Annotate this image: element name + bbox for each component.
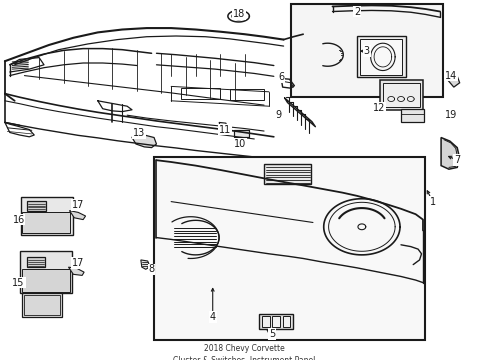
Bar [360, 39, 402, 75]
Text: 12: 12 [372, 103, 385, 113]
Text: 19: 19 [444, 110, 457, 120]
Text: 1: 1 [429, 197, 435, 207]
Text: 6: 6 [278, 72, 284, 82]
Bar [383, 83, 419, 107]
Text: 2: 2 [353, 6, 359, 17]
Bar [22, 212, 70, 233]
Text: 17: 17 [72, 200, 84, 210]
Text: 2018 Chevy Corvette
Cluster & Switches, Instrument Panel: 2018 Chevy Corvette Cluster & Switches, … [173, 344, 315, 360]
Bar [24, 295, 60, 315]
Text: 9: 9 [275, 110, 281, 120]
Text: 5: 5 [269, 329, 275, 339]
Bar [356, 36, 405, 77]
Polygon shape [69, 211, 85, 220]
Bar [272, 316, 280, 327]
Text: 14: 14 [444, 71, 457, 81]
Polygon shape [219, 122, 227, 129]
Text: 18: 18 [232, 9, 244, 19]
Text: 11: 11 [218, 125, 231, 135]
Bar [20, 251, 72, 293]
Text: 7: 7 [453, 155, 459, 165]
Text: 17: 17 [72, 258, 84, 268]
Bar [20, 197, 73, 235]
Polygon shape [440, 138, 459, 169]
Text: 10: 10 [233, 139, 245, 149]
Bar [22, 269, 70, 292]
Text: 3: 3 [363, 46, 369, 56]
Bar [380, 80, 423, 110]
Bar [282, 316, 290, 327]
Bar [27, 201, 46, 211]
Polygon shape [68, 267, 84, 275]
Bar [22, 293, 62, 317]
Polygon shape [233, 130, 249, 137]
Bar [259, 314, 293, 329]
Bar [290, 4, 442, 97]
Text: 8: 8 [148, 264, 154, 274]
Polygon shape [400, 109, 424, 122]
Text: 13: 13 [133, 128, 145, 138]
Polygon shape [132, 133, 156, 148]
Bar [181, 88, 220, 99]
Bar [264, 164, 310, 184]
Bar [154, 157, 425, 340]
Polygon shape [443, 72, 459, 87]
Text: 15: 15 [12, 278, 25, 288]
Polygon shape [141, 260, 149, 269]
Bar [27, 257, 45, 267]
Text: 4: 4 [209, 312, 215, 322]
Text: 16: 16 [12, 215, 25, 225]
Bar [262, 316, 269, 327]
Bar [229, 89, 264, 100]
